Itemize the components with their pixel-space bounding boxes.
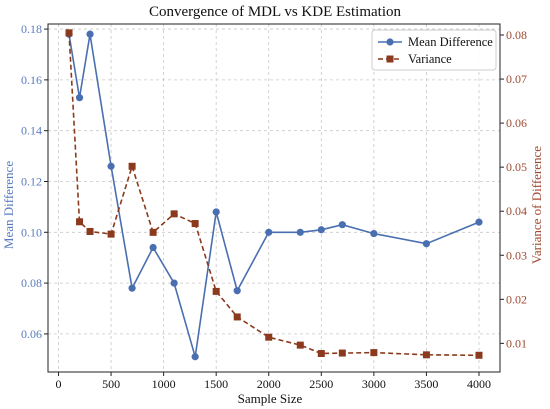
variance-point	[475, 351, 483, 359]
x-tick-label: 500	[102, 377, 120, 391]
variance-point	[149, 228, 157, 236]
mean-difference-point	[86, 30, 94, 38]
mean-difference-point	[475, 218, 483, 226]
x-tick-label: 2000	[257, 377, 281, 391]
mean-difference-point	[107, 162, 115, 170]
variance-point	[338, 349, 346, 357]
variance-point	[170, 210, 178, 218]
mean-difference-point	[422, 240, 431, 248]
y-tick-label-right: 0.08	[506, 28, 527, 42]
x-tick-label: 1500	[204, 377, 228, 391]
variance-point	[212, 287, 220, 295]
y-axis-label-right: Variance of Difference	[529, 146, 544, 264]
series-layer	[65, 29, 483, 361]
mean-difference-point	[265, 228, 273, 236]
mean-difference-point	[170, 279, 178, 287]
mean-difference-point	[75, 94, 84, 102]
x-tick-label: 1000	[152, 377, 176, 391]
variance-point	[233, 313, 241, 321]
legend: Mean Difference Variance	[371, 29, 497, 71]
y-tick-label-right: 0.01	[506, 336, 527, 350]
variance-point	[86, 227, 94, 235]
mean-difference-point	[191, 353, 199, 361]
y-tick-label-right: 0.02	[506, 292, 527, 306]
mean-difference-point	[149, 243, 157, 252]
variance-point	[422, 351, 430, 359]
plot-frame	[47, 23, 501, 373]
y-tick-label-left: 0.06	[21, 327, 42, 341]
y-tick-label-right: 0.05	[506, 160, 527, 174]
legend-box	[371, 29, 497, 71]
mean-difference-point	[212, 208, 220, 216]
y-tick-label-left: 0.16	[21, 73, 42, 87]
variance-point	[76, 218, 84, 226]
x-tick-label: 3000	[362, 377, 386, 391]
mean-difference-point	[128, 284, 136, 292]
x-tick-label: 0	[56, 377, 62, 391]
chart-title: Convergence of MDL vs KDE Estimation	[149, 4, 402, 20]
axis-layer: 0 500 1000 1500 2000 2500 3000 3500 4000 0.06 0.08…	[21, 22, 527, 391]
variance-point	[107, 230, 115, 238]
y-tick-label-left: 0.18	[21, 22, 42, 36]
y-axis-label-left: Mean Difference	[1, 161, 16, 249]
legend-label-variance: Variance	[408, 52, 452, 66]
y-tick-label-right: 0.07	[506, 72, 527, 86]
variance-point	[317, 349, 325, 357]
y-tick-label-left: 0.08	[21, 276, 42, 290]
variance-point	[191, 220, 199, 228]
mean-difference-line	[68, 34, 480, 358]
y-tick-label-right: 0.03	[506, 248, 527, 262]
mean-difference-point	[370, 229, 378, 238]
mean-difference-point	[233, 287, 241, 295]
variance-point	[370, 349, 378, 357]
mean-difference-point	[296, 228, 304, 236]
y-tick-label-right: 0.04	[506, 204, 527, 218]
variance-point	[296, 341, 304, 349]
x-tick-label: 2500	[309, 377, 333, 391]
legend-marker-variance	[386, 55, 394, 63]
variance-line	[68, 32, 480, 357]
legend-marker-mean-difference	[386, 38, 394, 46]
variance-point	[128, 162, 136, 170]
variance-point	[265, 333, 273, 341]
grid-layer	[48, 24, 500, 372]
variance-point	[65, 29, 73, 37]
y-tick-label-left: 0.14	[21, 124, 42, 138]
x-tick-label: 3500	[414, 377, 438, 391]
y-tick-label-right: 0.06	[506, 116, 527, 130]
mean-difference-point	[317, 226, 325, 234]
x-axis-label: Sample Size	[238, 391, 303, 406]
x-tick-label: 4000	[467, 377, 491, 391]
y-tick-label-left: 0.10	[21, 225, 42, 239]
y-tick-label-left: 0.12	[21, 174, 42, 188]
legend-label-mean-difference: Mean Difference	[408, 35, 493, 49]
mean-difference-point	[338, 221, 346, 229]
